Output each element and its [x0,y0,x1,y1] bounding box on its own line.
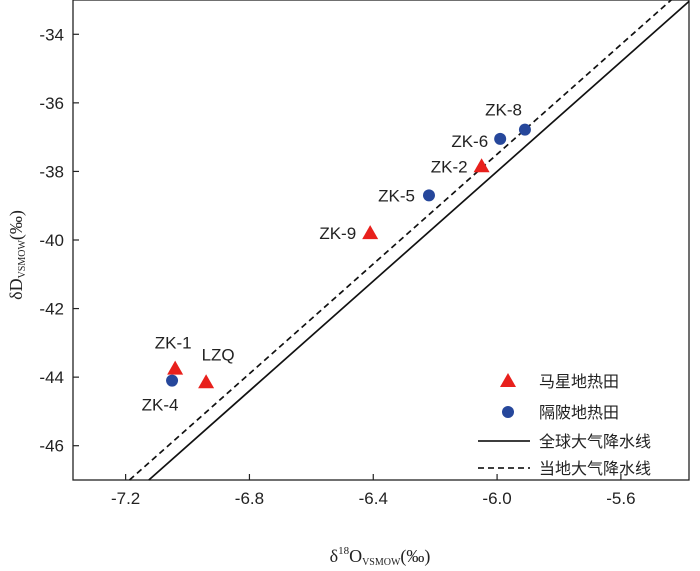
y-tick-label: -38 [39,162,64,181]
x-tick-label: -5.6 [606,489,635,508]
y-tick-label: -46 [39,437,64,456]
y-tick-label: -42 [39,300,64,319]
point-label: LZQ [202,345,235,364]
point-label: ZK-5 [378,186,415,205]
lines-layer [128,0,690,481]
legend-marker-triangle [500,373,516,387]
y-axis: -34 -36 -38 -40 -42 -44 -46 [39,25,79,456]
legend-label-maxing: 马星地热田 [539,372,619,391]
data-point-triangle [362,225,379,240]
lmwl-line [128,0,672,481]
x-tick-label: -6.0 [482,489,511,508]
data-point-circle [518,123,531,136]
point-label: ZK-8 [485,101,522,120]
point-label: ZK-9 [319,224,356,243]
gmwl-line [148,0,690,481]
legend-marker-circle [502,406,514,418]
data-point-triangle [167,360,184,375]
x-tick-label: -6.4 [359,489,388,508]
data-point-triangle [473,158,490,173]
legend-label-gmwl: 全球大气降水线 [539,432,651,451]
data-point-circle [166,374,179,387]
x-axis: -7.2 -6.8 -6.4 -6.0 -5.6 [111,474,636,508]
x-tick-label: -7.2 [111,489,140,508]
y-tick-label: -36 [39,94,64,113]
points-layer: ZK-1 LZQ ZK-9 ZK-2 ZK-4 ZK-5 ZK-6 ZK-8 [142,101,531,415]
data-point-triangle [198,374,215,389]
point-label: ZK-4 [142,396,179,415]
y-tick-label: -44 [39,368,64,387]
data-point-circle [422,189,435,202]
y-tick-label: -34 [39,25,64,44]
point-label: ZK-1 [155,334,192,353]
y-tick-label: -40 [39,231,64,250]
y-axis-title: δDVSMOW(‰) [6,210,28,300]
x-tick-label: -6.8 [235,489,264,508]
point-label: ZK-6 [451,132,488,151]
point-label: ZK-2 [431,157,468,176]
legend-label-lmwl: 当地大气降水线 [539,459,651,478]
data-point-circle [494,132,507,145]
legend: 马星地热田 隔陂地热田 全球大气降水线 当地大气降水线 [478,372,651,478]
x-axis-title: δ18OVSMOW(‰) [330,545,431,568]
legend-label-gepi: 隔陂地热田 [539,403,619,422]
